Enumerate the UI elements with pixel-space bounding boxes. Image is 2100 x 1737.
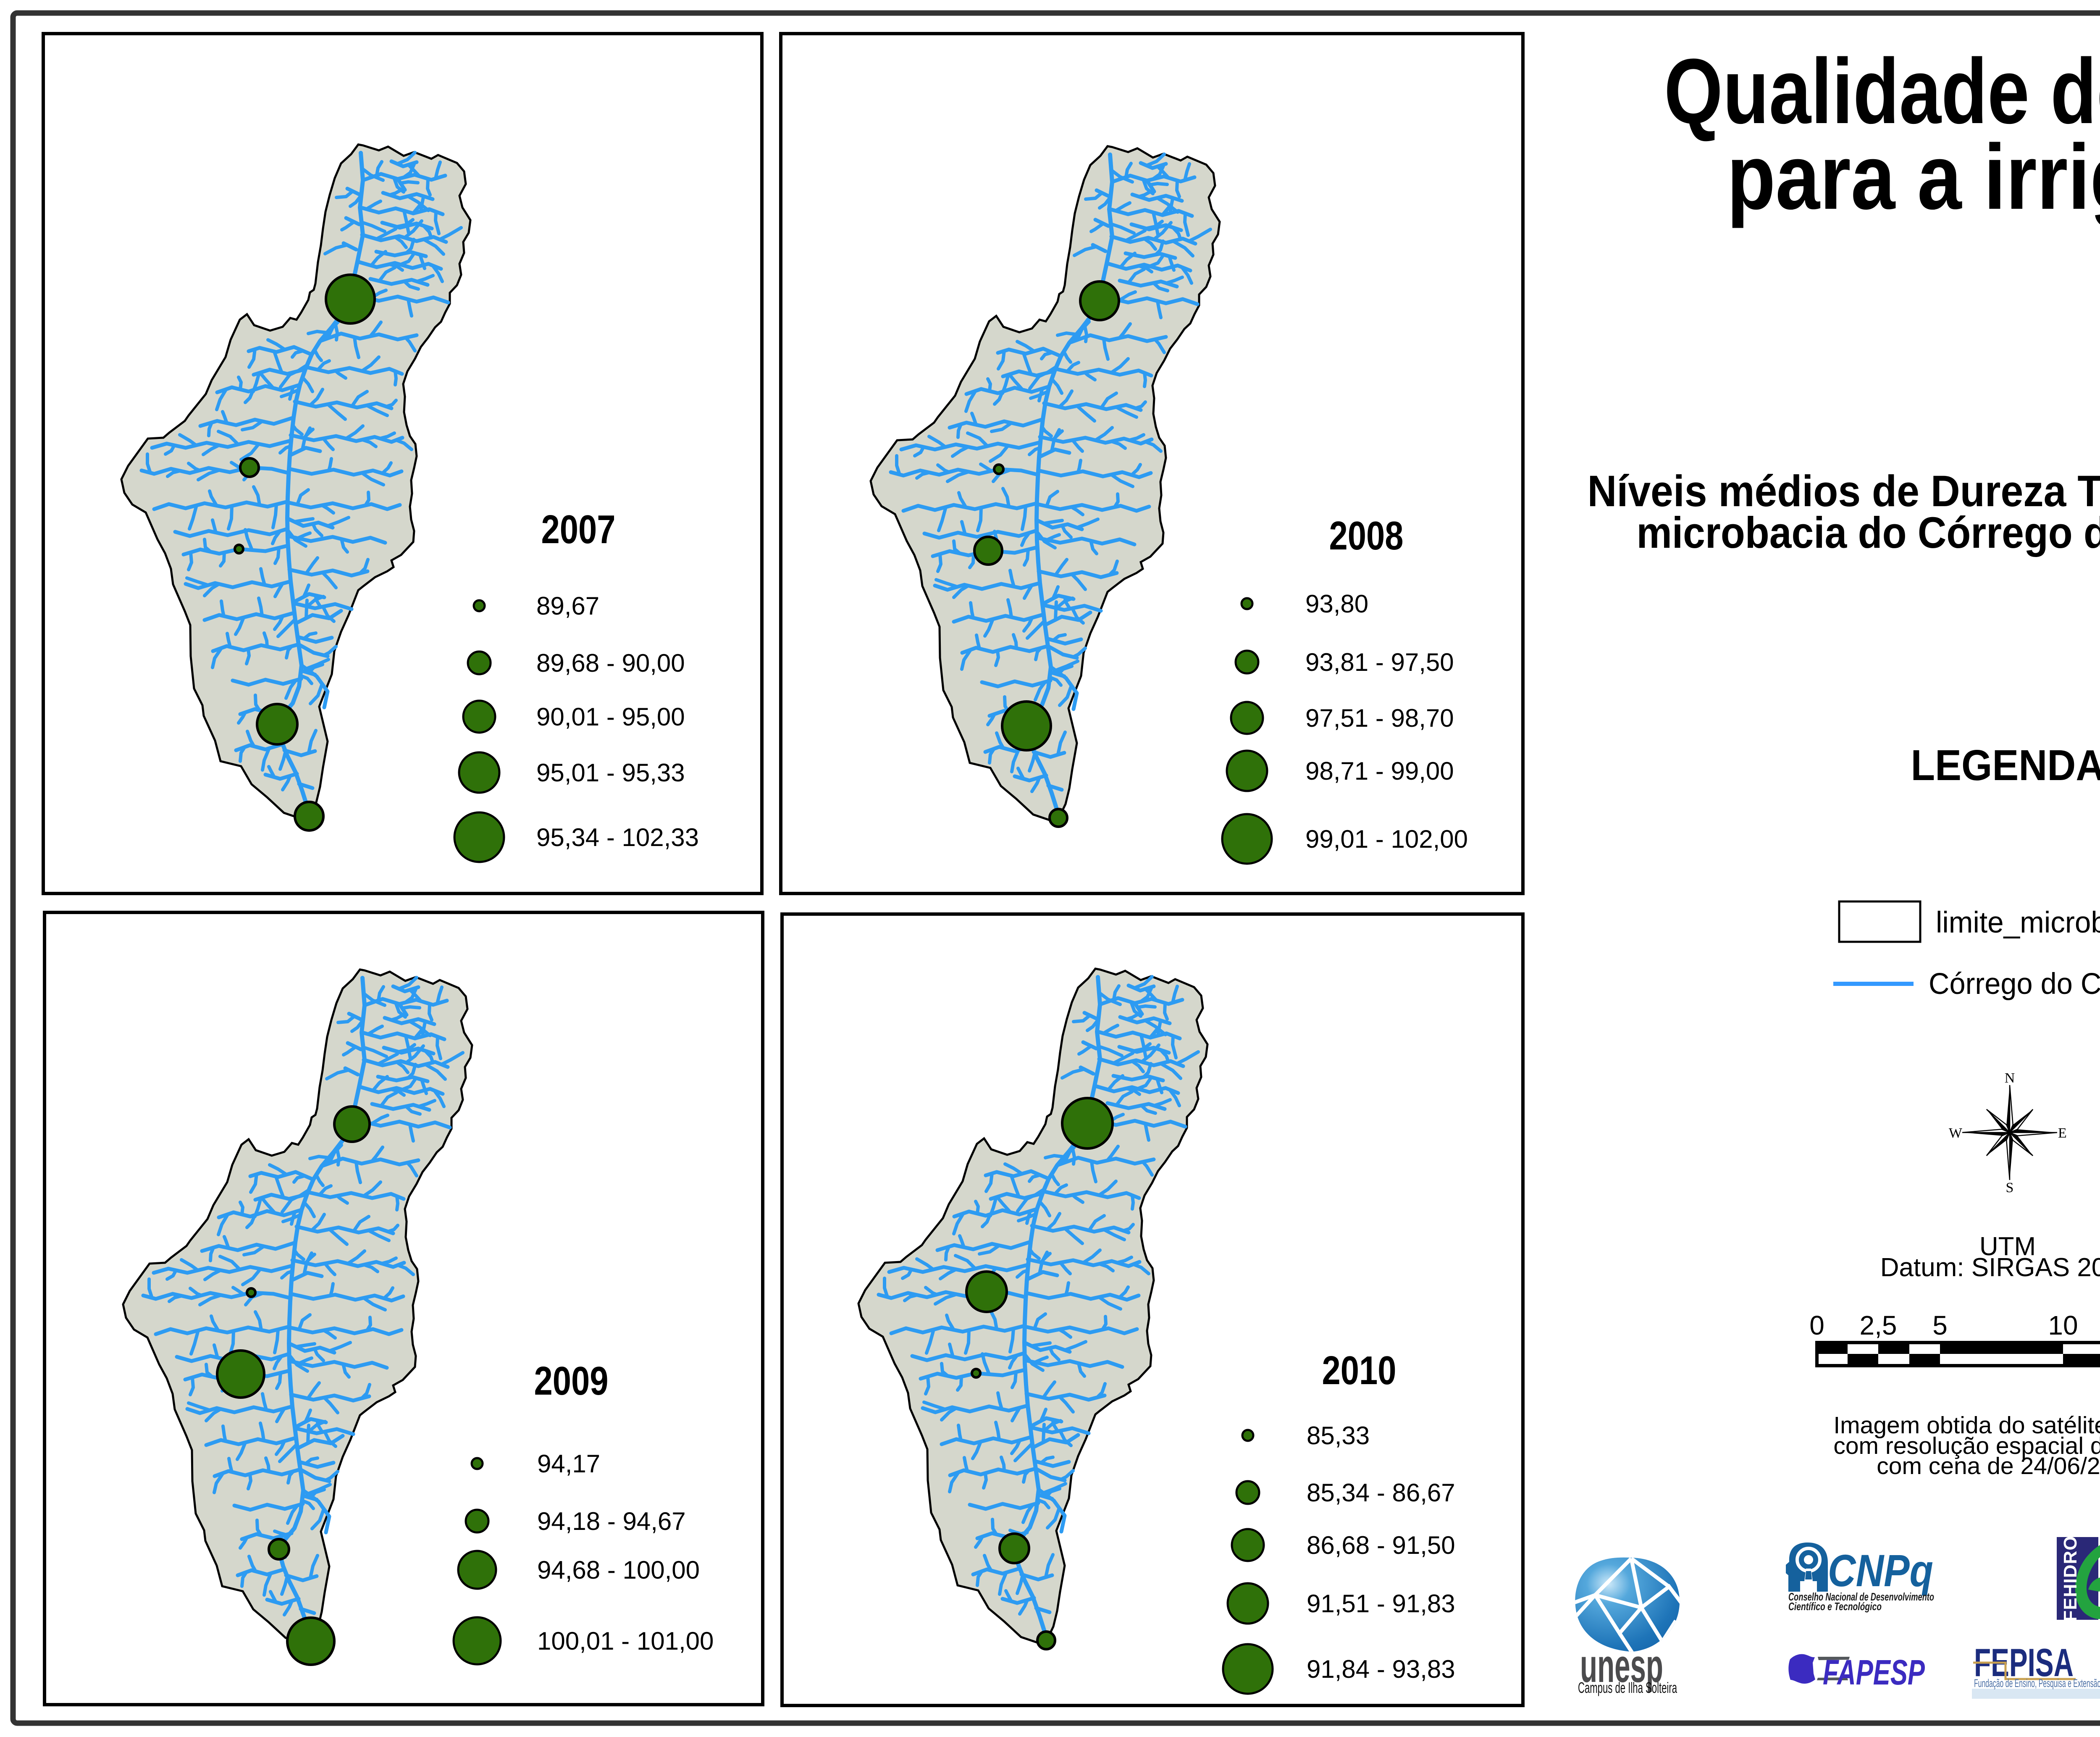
svg-text:93,80: 93,80 <box>1305 590 1368 618</box>
svg-text:2007: 2007 <box>541 507 616 552</box>
svg-text:2009: 2009 <box>534 1359 609 1403</box>
svg-text:10: 10 <box>2048 1310 2078 1340</box>
svg-text:Qualidade de água: Qualidade de água <box>1664 39 2100 143</box>
svg-text:94,17: 94,17 <box>537 1450 600 1478</box>
svg-text:94,18 - 94,67: 94,18 - 94,67 <box>537 1507 686 1535</box>
svg-text:91,84 - 93,83: 91,84 - 93,83 <box>1307 1655 1455 1683</box>
svg-text:LEGENDA: LEGENDA <box>1911 741 2100 789</box>
svg-text:FEHIDRO: FEHIDRO <box>2060 1536 2081 1622</box>
svg-text:85,34 - 86,67: 85,34 - 86,67 <box>1307 1479 1455 1507</box>
svg-text:Níveis médios de Dureza Total: Níveis médios de Dureza Total (mg/L) na <box>1588 467 2100 516</box>
svg-text:90,01 - 95,00: 90,01 - 95,00 <box>536 703 685 731</box>
svg-text:FAPESP: FAPESP <box>1823 1653 1925 1692</box>
svg-text:com resolução espacial de 2,5m: com resolução espacial de 2,5m, <box>1833 1432 2100 1459</box>
svg-text:97,51 - 98,70: 97,51 - 98,70 <box>1305 704 1454 732</box>
svg-text:89,67: 89,67 <box>536 592 599 620</box>
svg-text:99,01 - 102,00: 99,01 - 102,00 <box>1305 825 1468 853</box>
svg-text:CNPq: CNPq <box>1828 1545 1933 1596</box>
svg-text:E: E <box>2058 1125 2067 1141</box>
svg-text:S: S <box>2006 1180 2014 1196</box>
svg-text:UTM: UTM <box>1979 1232 2036 1261</box>
svg-text:unesp: unesp <box>1580 1640 1663 1692</box>
svg-text:Campus de Ilha Solteira: Campus de Ilha Solteira <box>1578 1679 1677 1696</box>
svg-text:85,33: 85,33 <box>1307 1422 1370 1450</box>
svg-text:2,5: 2,5 <box>1860 1310 1897 1340</box>
svg-text:Fundação de Ensino, Pesquisa e: Fundação de Ensino, Pesquisa e Extensão … <box>1974 1677 2100 1690</box>
svg-text:2008: 2008 <box>1329 513 1404 558</box>
svg-text:Conselho Nacional de Desenvolv: Conselho Nacional de Desenvolvimento <box>1788 1590 1934 1603</box>
svg-text:limite_microbacia: limite_microbacia <box>1936 906 2100 939</box>
svg-text:93,81 - 97,50: 93,81 - 97,50 <box>1305 648 1454 676</box>
svg-text:Córrego do Coqueiro: Córrego do Coqueiro <box>1929 967 2100 1001</box>
svg-text:95,01 - 95,33: 95,01 - 95,33 <box>536 759 685 787</box>
svg-text:para a irrigação: para a irrigação <box>1727 125 2100 229</box>
svg-text:com cena de 24/06/2010: com cena de 24/06/2010 <box>1877 1453 2100 1479</box>
svg-text:95,34 - 102,33: 95,34 - 102,33 <box>536 823 699 851</box>
svg-text:86,68 - 91,50: 86,68 - 91,50 <box>1307 1531 1455 1559</box>
svg-text:5: 5 <box>1932 1310 1948 1340</box>
svg-text:98,71 - 99,00: 98,71 - 99,00 <box>1305 757 1454 785</box>
svg-text:Datum: SIRGAS 2000: Datum: SIRGAS 2000 <box>1880 1253 2100 1282</box>
svg-text:Científico e Tecnológico: Científico e Tecnológico <box>1788 1600 1882 1613</box>
svg-text:91,51 - 91,83: 91,51 - 91,83 <box>1307 1590 1455 1618</box>
svg-text:W: W <box>1949 1125 1963 1141</box>
svg-text:89,68 - 90,00: 89,68 - 90,00 <box>536 649 685 677</box>
svg-text:2010: 2010 <box>1322 1348 1396 1393</box>
svg-text:100,01 - 101,00: 100,01 - 101,00 <box>537 1627 714 1655</box>
svg-text:N: N <box>2005 1070 2015 1086</box>
svg-text:microbacia do Córrego do Coque: microbacia do Córrego do Coqueiro <box>1637 508 2100 557</box>
svg-text:Imagem obtida do satélite ALOS: Imagem obtida do satélite ALOS, <box>1833 1412 2100 1439</box>
svg-text:94,68 - 100,00: 94,68 - 100,00 <box>537 1556 700 1584</box>
svg-text:0: 0 <box>1809 1310 1824 1340</box>
